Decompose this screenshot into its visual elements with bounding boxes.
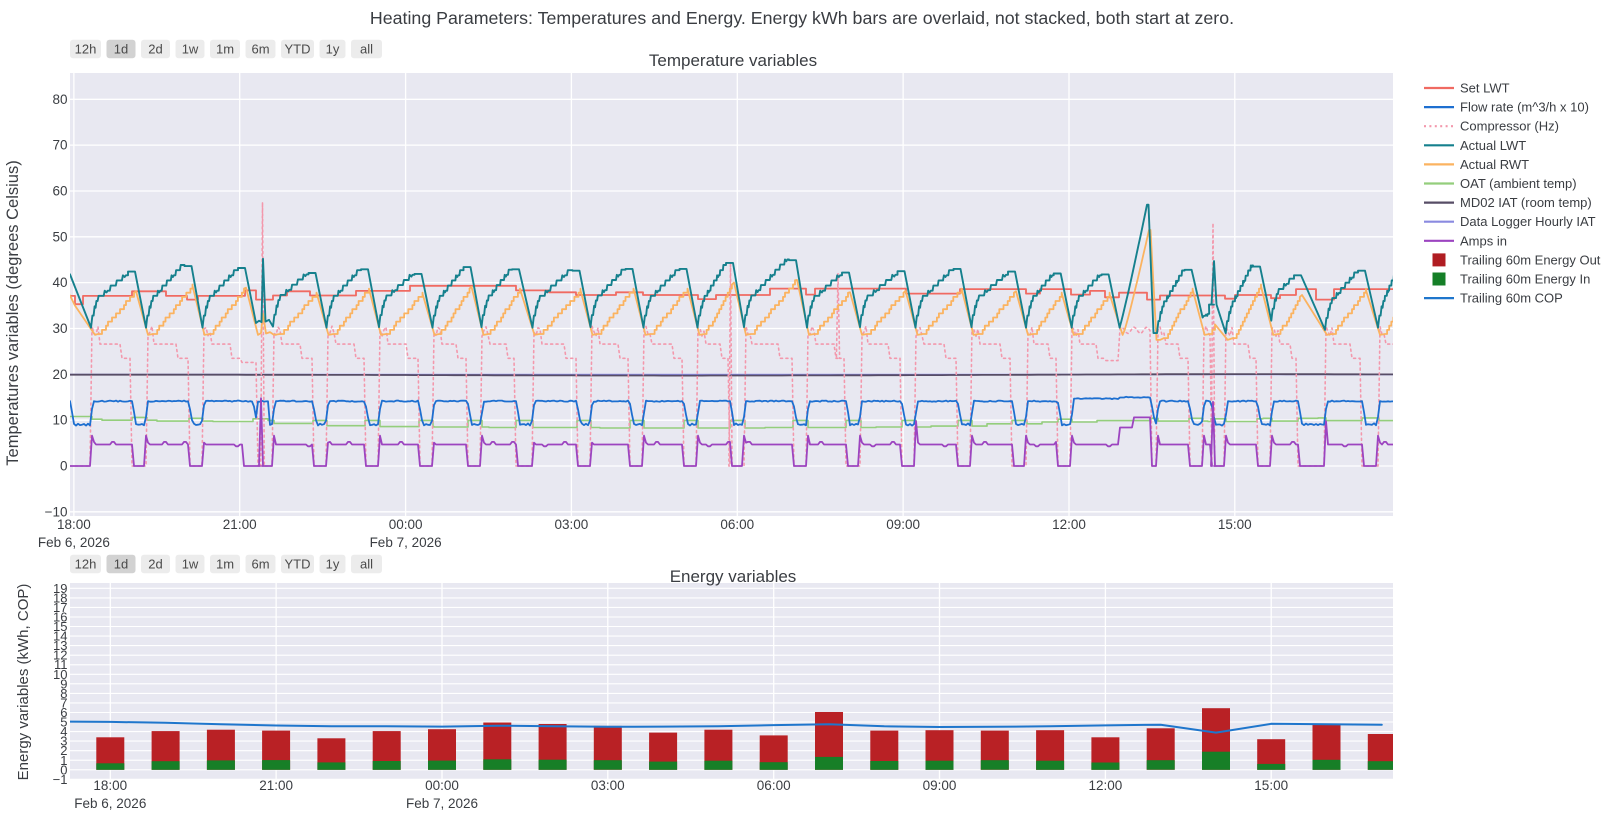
svg-text:1m: 1m	[216, 41, 234, 56]
svg-text:30: 30	[52, 321, 67, 336]
svg-text:1: 1	[60, 753, 67, 768]
svg-text:00:00: 00:00	[425, 778, 459, 793]
svg-text:9: 9	[60, 676, 67, 691]
svg-text:1w: 1w	[182, 556, 199, 571]
svg-text:18:00: 18:00	[93, 778, 127, 793]
svg-text:6m: 6m	[251, 556, 269, 571]
svg-text:10: 10	[52, 413, 67, 428]
svg-text:Actual LWT: Actual LWT	[1460, 138, 1526, 153]
svg-text:18: 18	[53, 590, 67, 605]
svg-text:Trailing 60m Energy Out: Trailing 60m Energy Out	[1460, 252, 1601, 267]
svg-text:Energy variables: Energy variables	[670, 567, 797, 586]
svg-text:Feb 6, 2026: Feb 6, 2026	[38, 535, 110, 550]
svg-text:12:00: 12:00	[1089, 778, 1123, 793]
svg-text:21:00: 21:00	[259, 778, 293, 793]
svg-text:2d: 2d	[148, 41, 162, 56]
svg-text:1y: 1y	[326, 556, 340, 571]
svg-text:Set LWT: Set LWT	[1460, 81, 1510, 96]
svg-text:2: 2	[60, 743, 67, 758]
svg-text:80: 80	[52, 92, 67, 107]
svg-text:1y: 1y	[326, 41, 340, 56]
svg-text:1m: 1m	[216, 556, 234, 571]
svg-text:−10: −10	[45, 504, 68, 519]
svg-text:2d: 2d	[148, 556, 162, 571]
svg-text:all: all	[360, 41, 373, 56]
svg-text:06:00: 06:00	[757, 778, 791, 793]
svg-text:Trailing 60m COP: Trailing 60m COP	[1460, 291, 1563, 306]
svg-text:6: 6	[60, 705, 67, 720]
svg-text:12h: 12h	[75, 556, 97, 571]
svg-text:03:00: 03:00	[555, 517, 589, 532]
svg-text:20: 20	[52, 367, 67, 382]
svg-text:Temperatures variables (degree: Temperatures variables (degrees Celsius)	[4, 160, 22, 465]
svg-text:6m: 6m	[251, 41, 269, 56]
svg-text:70: 70	[52, 138, 67, 153]
svg-text:5: 5	[60, 715, 67, 730]
svg-text:0: 0	[60, 459, 68, 474]
svg-text:15:00: 15:00	[1254, 778, 1288, 793]
svg-text:7: 7	[60, 695, 67, 710]
svg-text:12:00: 12:00	[1052, 517, 1086, 532]
svg-text:17: 17	[53, 600, 67, 615]
svg-text:Flow rate (m^3/h x 10): Flow rate (m^3/h x 10)	[1460, 100, 1589, 115]
svg-text:Temperature variables: Temperature variables	[649, 51, 817, 70]
svg-text:Actual RWT: Actual RWT	[1460, 157, 1529, 172]
svg-text:09:00: 09:00	[923, 778, 957, 793]
svg-text:11: 11	[54, 657, 68, 672]
svg-text:00:00: 00:00	[389, 517, 423, 532]
svg-text:YTD: YTD	[285, 41, 311, 56]
svg-text:Heating Parameters: Temperatur: Heating Parameters: Temperatures and Ene…	[370, 8, 1234, 28]
svg-text:21:00: 21:00	[223, 517, 257, 532]
svg-text:10: 10	[53, 667, 67, 682]
svg-text:Feb 7, 2026: Feb 7, 2026	[406, 796, 478, 811]
svg-text:12: 12	[53, 648, 67, 663]
svg-text:−1: −1	[53, 772, 68, 787]
svg-text:1w: 1w	[182, 41, 199, 56]
svg-text:Feb 7, 2026: Feb 7, 2026	[370, 535, 442, 550]
svg-text:15:00: 15:00	[1218, 517, 1252, 532]
svg-text:09:00: 09:00	[886, 517, 920, 532]
svg-text:3: 3	[60, 734, 67, 749]
svg-text:0: 0	[60, 762, 67, 777]
svg-text:12h: 12h	[75, 41, 97, 56]
svg-text:1d: 1d	[114, 556, 128, 571]
svg-text:Compressor (Hz): Compressor (Hz)	[1460, 119, 1559, 134]
svg-text:MD02 IAT (room temp): MD02 IAT (room temp)	[1460, 195, 1592, 210]
svg-text:16: 16	[53, 610, 67, 625]
svg-text:OAT (ambient temp): OAT (ambient temp)	[1460, 176, 1577, 191]
svg-text:all: all	[360, 556, 373, 571]
svg-text:Energy variables (kWh, COP): Energy variables (kWh, COP)	[15, 584, 32, 781]
svg-text:60: 60	[52, 184, 67, 199]
svg-text:Data Logger Hourly IAT: Data Logger Hourly IAT	[1460, 214, 1596, 229]
svg-text:4: 4	[60, 724, 67, 739]
svg-text:YTD: YTD	[285, 556, 311, 571]
svg-text:14: 14	[53, 629, 67, 644]
svg-text:Feb 6, 2026: Feb 6, 2026	[74, 796, 146, 811]
svg-text:1d: 1d	[114, 41, 128, 56]
svg-text:8: 8	[60, 686, 67, 701]
svg-text:06:00: 06:00	[720, 517, 754, 532]
svg-text:19: 19	[53, 581, 67, 596]
svg-text:15: 15	[53, 619, 67, 634]
svg-text:Trailing 60m Energy In: Trailing 60m Energy In	[1460, 272, 1590, 287]
svg-text:40: 40	[52, 275, 67, 290]
svg-text:13: 13	[53, 638, 67, 653]
svg-text:50: 50	[52, 229, 67, 244]
svg-text:Amps in: Amps in	[1460, 233, 1507, 248]
svg-text:18:00: 18:00	[57, 517, 91, 532]
svg-text:03:00: 03:00	[591, 778, 625, 793]
